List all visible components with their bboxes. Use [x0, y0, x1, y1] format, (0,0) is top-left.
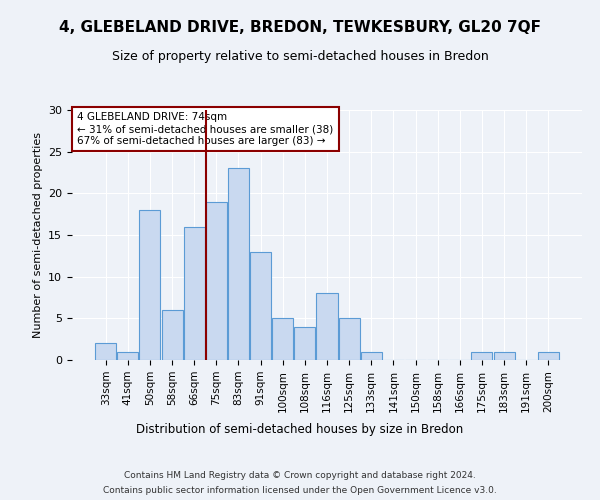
Text: Size of property relative to semi-detached houses in Bredon: Size of property relative to semi-detach… — [112, 50, 488, 63]
Bar — [361, 352, 382, 360]
Text: Distribution of semi-detached houses by size in Bredon: Distribution of semi-detached houses by … — [136, 422, 464, 436]
Text: 4, GLEBELAND DRIVE, BREDON, TEWKESBURY, GL20 7QF: 4, GLEBELAND DRIVE, BREDON, TEWKESBURY, … — [59, 20, 541, 35]
Bar — [295, 326, 316, 360]
Bar — [161, 310, 182, 360]
Bar — [250, 252, 271, 360]
Bar — [272, 318, 293, 360]
Bar — [538, 352, 559, 360]
Bar — [95, 344, 116, 360]
Text: 4 GLEBELAND DRIVE: 74sqm
← 31% of semi-detached houses are smaller (38)
67% of s: 4 GLEBELAND DRIVE: 74sqm ← 31% of semi-d… — [77, 112, 334, 146]
Y-axis label: Number of semi-detached properties: Number of semi-detached properties — [32, 132, 43, 338]
Bar — [316, 294, 338, 360]
Bar — [472, 352, 493, 360]
Bar — [338, 318, 359, 360]
Text: Contains HM Land Registry data © Crown copyright and database right 2024.: Contains HM Land Registry data © Crown c… — [124, 471, 476, 480]
Text: Contains public sector information licensed under the Open Government Licence v3: Contains public sector information licen… — [103, 486, 497, 495]
Bar — [139, 210, 160, 360]
Bar — [228, 168, 249, 360]
Bar — [184, 226, 205, 360]
Bar — [118, 352, 139, 360]
Bar — [206, 202, 227, 360]
Bar — [494, 352, 515, 360]
